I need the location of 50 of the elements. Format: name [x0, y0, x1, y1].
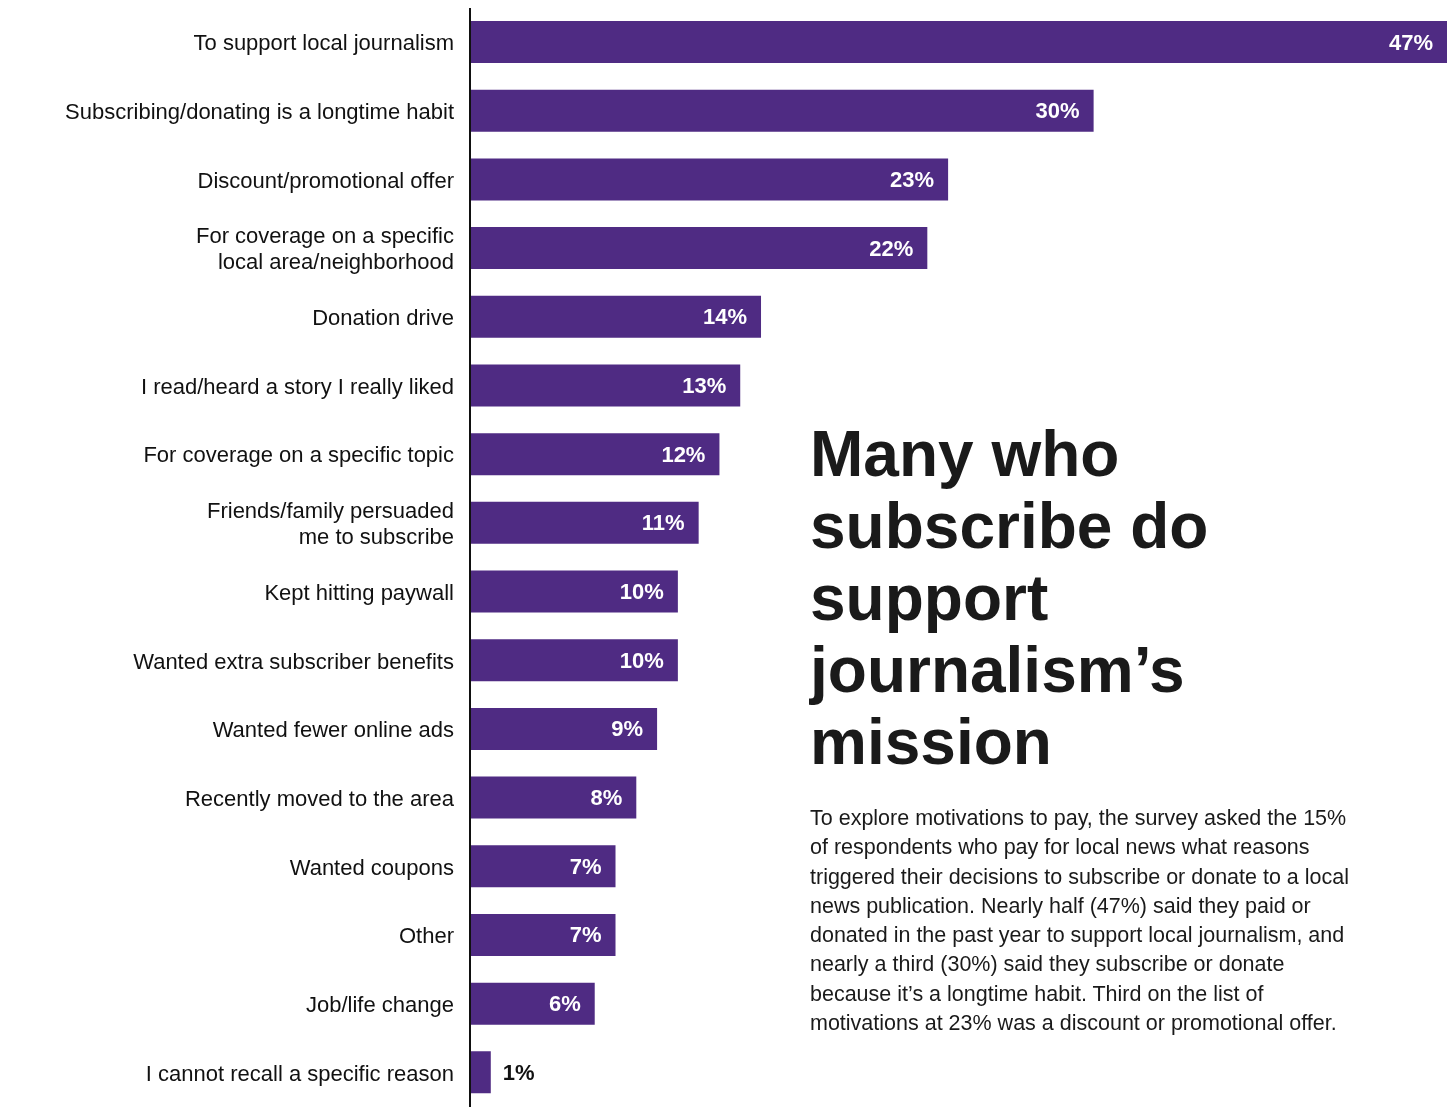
y-tick-label: I cannot recall a specific reason [145, 1060, 454, 1086]
bar [470, 570, 678, 613]
y-tick-label: Recently moved to the area [184, 785, 455, 811]
data-label: 1% [502, 1059, 535, 1085]
y-tick-label: For coverage on a specific topic [143, 441, 454, 467]
data-label: 7% [569, 853, 602, 879]
bar [470, 501, 699, 544]
y-tick-label: Wanted extra subscriber benefits [133, 648, 454, 674]
bar [470, 913, 616, 956]
data-label: 23% [890, 166, 935, 192]
bar [470, 433, 720, 476]
y-tick-label: To support local journalism [193, 29, 454, 55]
y-tick-label: Wanted fewer online ads [212, 716, 454, 742]
bar [470, 1051, 491, 1094]
data-label: 8% [590, 785, 623, 811]
annotation: To explore motivations to pay, the survey asked the 15% of respondents who pay for local news what reasons triggered their decisions to subscribe or donate to a local news publication. Nearly half (47%) said they paid or donated in the past year to support local journalism, and nearly a third (30%) said they subscribe or donate because it’s a longtime habit. Third on the list of motivations at 23% was a discount or promotional offer. [810, 805, 1350, 1038]
bar [470, 776, 637, 819]
data-label: 10% [619, 579, 664, 604]
bar [470, 158, 949, 201]
data-label: 14% [702, 304, 748, 330]
data-label: 9% [611, 716, 644, 742]
bar [470, 21, 1447, 63]
data-label: 47% [1388, 29, 1433, 55]
data-label: 13% [682, 372, 727, 398]
y-tick-label: I read/heard a story I really liked [140, 373, 454, 399]
bar [470, 845, 616, 888]
y-tick-label: Subscribing/donating is a longtime habit [65, 98, 454, 124]
bar [470, 982, 595, 1025]
bar [470, 707, 658, 750]
y-tick-label: For coverage on a specific local area/neighborhood [195, 222, 454, 274]
bar [470, 364, 741, 407]
y-tick-label: Discount/promotional offer [197, 167, 454, 193]
y-tick-label: Kept hitting paywall [264, 579, 454, 605]
y-tick-label: Donation drive [312, 304, 454, 330]
data-label: 22% [869, 235, 914, 261]
bar [470, 89, 1094, 132]
bar [470, 295, 762, 338]
data-label: 12% [661, 441, 706, 467]
bar [470, 227, 928, 270]
text: Many who subscribe do support journalism’s mission [810, 418, 1210, 778]
data-label: 30% [1035, 98, 1080, 124]
data-label: 11% [641, 510, 685, 536]
y-tick-label: Friends/family persuaded me to subscribe [206, 497, 454, 549]
y-tick-label: Job/life change [306, 991, 454, 1017]
data-label: 7% [569, 922, 602, 948]
bar [470, 639, 678, 682]
data-label: 10% [619, 647, 664, 673]
y-tick-label: Wanted coupons [289, 854, 454, 880]
y-tick-label: Other [398, 922, 454, 948]
data-label: 6% [548, 991, 581, 1017]
